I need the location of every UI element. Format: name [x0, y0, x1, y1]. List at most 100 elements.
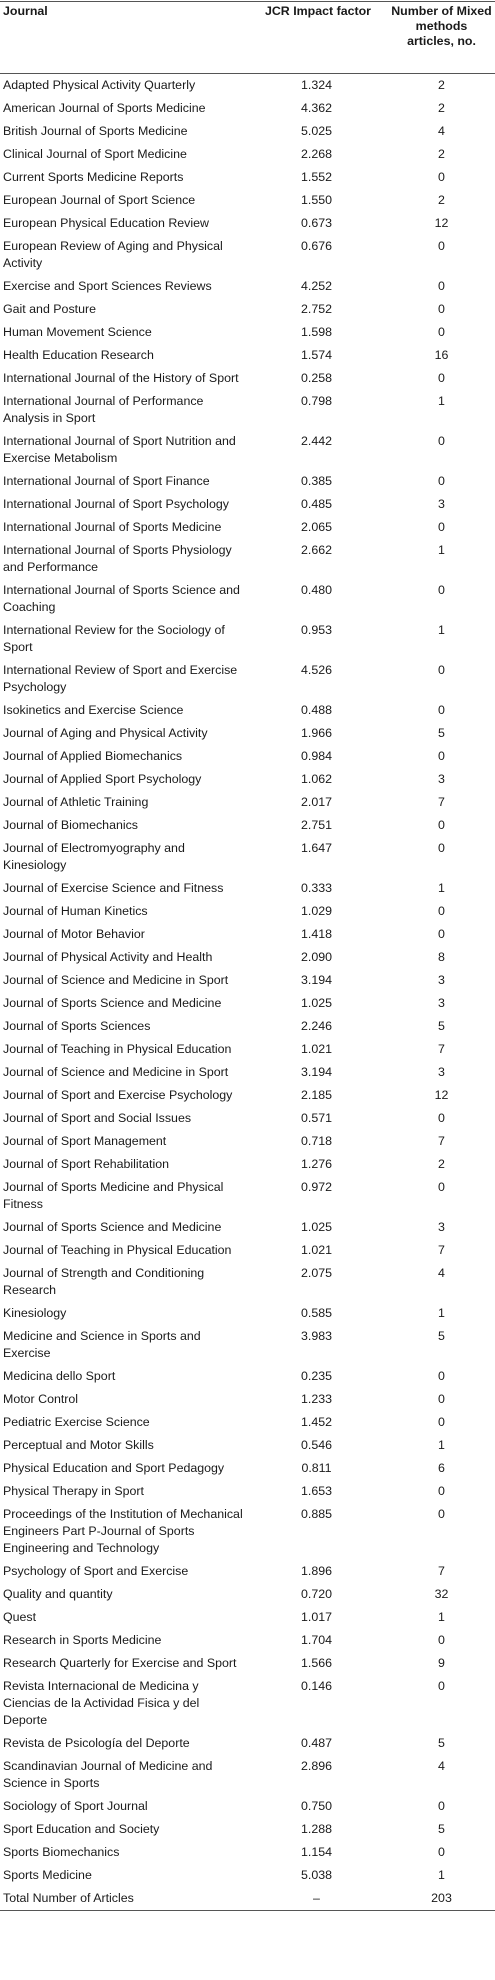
- cell-articles-count: 0: [438, 1415, 445, 1429]
- cell-journal: Journal of Science and Medicine in Sport: [3, 1065, 229, 1079]
- cell-impact-factor: 0.750: [300, 1799, 332, 1813]
- cell-articles-count: 0: [438, 703, 445, 717]
- cell-impact-factor: 2.185: [300, 1088, 332, 1102]
- cell-articles-count: 0: [438, 1799, 445, 1813]
- table-row: British Journal of Sports Medicine 5.025 4: [0, 120, 495, 143]
- table-row: Kinesiology 0.585 1: [0, 1302, 495, 1325]
- cell-articles-count: 3: [438, 497, 445, 511]
- cell-journal: Journal of Physical Activity and Health: [3, 950, 213, 964]
- cell-articles-count: 0: [438, 1507, 445, 1521]
- table-row: International Review of Sport and Exerci…: [0, 659, 495, 699]
- cell-impact-factor: 3.983: [300, 1329, 332, 1343]
- cell-articles-count: 0: [438, 1845, 445, 1859]
- table-row: Journal of Applied Sport Psychology 1.062…: [0, 768, 495, 791]
- cell-articles-count: 2: [438, 101, 445, 115]
- table-row: International Review for the Sociology o…: [0, 619, 495, 659]
- table-row: Quest 1.017 1: [0, 1606, 495, 1629]
- cell-articles-count: 7: [438, 1134, 445, 1148]
- table-body: Adapted Physical Activity Quarterly 1.324…: [0, 74, 495, 1911]
- table-row: Journal of Applied Biomechanics 0.984 0: [0, 745, 495, 768]
- table-row: Exercise and Sport Sciences Reviews 4.252…: [0, 275, 495, 298]
- cell-journal: International Journal of Performance Ana…: [3, 394, 204, 425]
- table-row: Scandinavian Journal of Medicine and Sci…: [0, 1755, 495, 1795]
- table-row: Pediatric Exercise Science 1.452 0: [0, 1411, 495, 1434]
- table-row: Medicina dello Sport 0.235 0: [0, 1365, 495, 1388]
- cell-journal: Revista de Psicología del Deporte: [3, 1736, 190, 1750]
- cell-impact-factor: 1.452: [300, 1415, 332, 1429]
- cell-articles-count: 2: [438, 78, 445, 92]
- cell-articles-count: 0: [438, 474, 445, 488]
- cell-journal: Journal of Applied Biomechanics: [3, 749, 183, 763]
- cell-impact-factor: –: [313, 1891, 320, 1905]
- cell-impact-factor: 0.488: [300, 703, 332, 717]
- cell-journal: Journal of Sports Science and Medicine: [3, 1220, 222, 1234]
- cell-impact-factor: 2.751: [300, 818, 332, 832]
- table-row: Journal of Aging and Physical Activity 1.…: [0, 722, 495, 745]
- cell-journal: International Journal of Sport Psycholog…: [3, 497, 229, 511]
- cell-impact-factor: 1.647: [300, 841, 332, 855]
- cell-journal: Motor Control: [3, 1392, 79, 1406]
- cell-impact-factor: 2.075: [300, 1266, 332, 1280]
- cell-impact-factor: 0.385: [300, 474, 332, 488]
- cell-impact-factor: 0.546: [300, 1438, 332, 1452]
- cell-articles-count: 0: [438, 818, 445, 832]
- table-row: Journal of Sports Science and Medicine 1.…: [0, 992, 495, 1015]
- table-row: Physical Education and Sport Pedagogy 0.8…: [0, 1457, 495, 1480]
- cell-articles-count: 9: [438, 1656, 445, 1670]
- header-articles-count: Number of Mixed methods articles, no.: [391, 4, 492, 48]
- cell-articles-count: 0: [438, 520, 445, 534]
- cell-journal: Journal of Strength and Conditioning Res…: [3, 1266, 205, 1297]
- table-row: Journal of Motor Behavior 1.418 0: [0, 923, 495, 946]
- cell-articles-count: 0: [438, 371, 445, 385]
- cell-articles-count: 0: [438, 325, 445, 339]
- cell-journal: European Review of Aging and Physical Ac…: [3, 239, 223, 270]
- cell-articles-count: 0: [438, 1369, 445, 1383]
- cell-impact-factor: 1.276: [300, 1157, 332, 1171]
- table-row: Journal of Human Kinetics 1.029 0: [0, 900, 495, 923]
- table-row: International Journal of Sport Psycholog…: [0, 493, 495, 516]
- table-row: Sports Biomechanics 1.154 0: [0, 1841, 495, 1864]
- cell-articles-count: 32: [434, 1587, 449, 1601]
- cell-articles-count: 0: [438, 583, 445, 597]
- cell-impact-factor: 1.324: [300, 78, 332, 92]
- cell-journal: International Journal of Sport Finance: [3, 474, 210, 488]
- cell-journal: Medicine and Science in Sports and Exerc…: [3, 1329, 201, 1360]
- cell-articles-count: 0: [438, 1633, 445, 1647]
- table-row: Journal of Athletic Training 2.017 7: [0, 791, 495, 814]
- cell-articles-count: 16: [434, 348, 449, 362]
- cell-journal: Revista Internacional de Medicina y Cien…: [3, 1679, 200, 1727]
- cell-journal: Journal of Human Kinetics: [3, 904, 148, 918]
- cell-journal: Sport Education and Society: [3, 1822, 160, 1836]
- cell-impact-factor: 1.025: [300, 1220, 332, 1234]
- cell-journal: Quality and quantity: [3, 1587, 113, 1601]
- cell-journal: Journal of Sports Medicine and Physical …: [3, 1180, 224, 1211]
- cell-articles-count: 5: [438, 1329, 445, 1343]
- cell-articles-count: 0: [438, 1392, 445, 1406]
- cell-articles-count: 0: [438, 1180, 445, 1194]
- cell-journal: Journal of Sport and Exercise Psychology: [3, 1088, 233, 1102]
- cell-journal: Journal of Aging and Physical Activity: [3, 726, 208, 740]
- cell-impact-factor: 0.972: [300, 1180, 332, 1194]
- cell-journal: International Journal of Sports Physiolo…: [3, 543, 232, 574]
- cell-impact-factor: 2.065: [300, 520, 332, 534]
- table-row: Clinical Journal of Sport Medicine 2.268 2: [0, 143, 495, 166]
- table-row: Health Education Research 1.574 16: [0, 344, 495, 367]
- table-row: Revista Internacional de Medicina y Cien…: [0, 1675, 495, 1732]
- cell-impact-factor: 1.288: [300, 1822, 332, 1836]
- cell-impact-factor: 1.598: [300, 325, 332, 339]
- cell-journal: Pediatric Exercise Science: [3, 1415, 150, 1429]
- cell-impact-factor: 0.953: [300, 623, 332, 637]
- table-row: International Journal of Sport Finance 0.…: [0, 470, 495, 493]
- table-row: Proceedings of the Institution of Mechan…: [0, 1503, 495, 1560]
- cell-articles-count: 3: [438, 996, 445, 1010]
- table-row: Sports Medicine 5.038 1: [0, 1864, 495, 1887]
- cell-articles-count: 0: [438, 434, 445, 448]
- cell-articles-count: 5: [438, 1822, 445, 1836]
- cell-impact-factor: 3.194: [300, 1065, 332, 1079]
- table-row: Gait and Posture 2.752 0: [0, 298, 495, 321]
- table-row: Journal of Teaching in Physical Educatio…: [0, 1038, 495, 1061]
- cell-articles-count: 4: [438, 1266, 445, 1280]
- table-row: Journal of Strength and Conditioning Res…: [0, 1262, 495, 1302]
- cell-impact-factor: 4.362: [300, 101, 332, 115]
- cell-impact-factor: 2.662: [300, 543, 332, 557]
